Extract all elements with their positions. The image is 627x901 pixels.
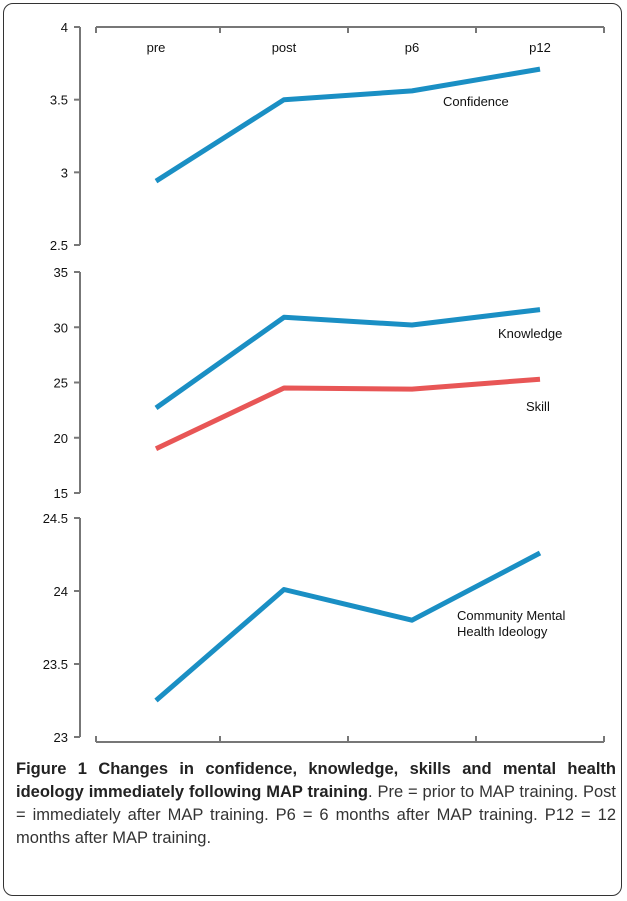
- community-mental-health-ideology-series-line: [154, 550, 542, 703]
- confidence-series-label: Confidence: [443, 94, 509, 109]
- y-tick-label: 30: [54, 320, 68, 335]
- confidence-panel: 4 3.5 3 2.5 pre post p6 p12 Confidence: [50, 20, 605, 253]
- y-tick-label: 24.5: [43, 511, 68, 526]
- community-mental-health-ideology-series-label: Health Ideology: [457, 624, 548, 639]
- figure-caption-body: . Pre = prior to MAP training. Post = im…: [16, 783, 616, 847]
- y-tick-label: 24: [54, 584, 68, 599]
- y-tick-label: 15: [54, 486, 68, 501]
- figure-caption: Figure 1 Changes in confidence, knowledg…: [16, 758, 616, 850]
- y-tick-label: 4: [61, 20, 68, 35]
- y-tick-label: 2.5: [50, 238, 68, 253]
- line-chart-stack: 4 3.5 3 2.5 pre post p6 p12 Confidence 35 30 25 20 1…: [43, 20, 605, 745]
- knowledge-skill-panel: 35 30 25 20 15 Knowledge Skill: [54, 265, 563, 501]
- x-category-label: pre: [147, 40, 166, 55]
- x-category-label: p6: [405, 40, 419, 55]
- skill-series-label: Skill: [526, 399, 550, 414]
- y-tick-label: 23.5: [43, 657, 68, 672]
- x-category-label: p12: [529, 40, 551, 55]
- y-tick-label: 25: [54, 376, 68, 391]
- figure-label: Figure 1: [16, 760, 87, 778]
- y-tick-label: 20: [54, 431, 68, 446]
- y-tick-label: 3.5: [50, 93, 68, 108]
- confidence-series-line: [154, 66, 541, 184]
- figure-title: Changes in confidence, knowledge, skills…: [16, 760, 617, 801]
- skill-series-line: [154, 376, 541, 452]
- community-mental-health-ideology-series-label: Community Mental: [457, 608, 565, 623]
- y-tick-label: 23: [54, 730, 68, 745]
- x-category-label: post: [272, 40, 297, 55]
- y-tick-label: 35: [54, 265, 68, 280]
- y-tick-label: 3: [61, 165, 68, 180]
- figure-frame: [3, 3, 622, 896]
- knowledge-series-line: [154, 307, 541, 410]
- knowledge-series-label: Knowledge: [498, 326, 562, 341]
